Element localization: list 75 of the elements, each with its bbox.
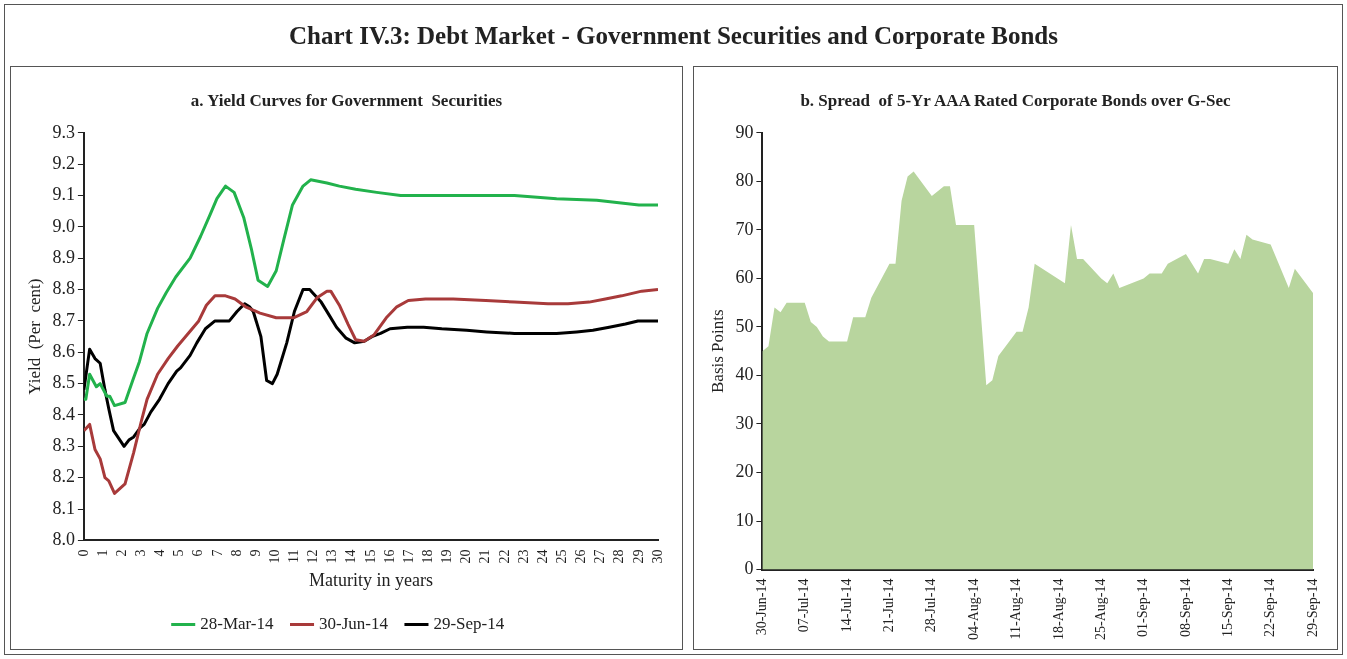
y-tick-label: 90 bbox=[735, 121, 754, 142]
x-tick-label: 10 bbox=[266, 549, 282, 564]
y-axis-title: Basis Points bbox=[707, 309, 727, 393]
y-tick-label: 8.3 bbox=[52, 435, 75, 456]
x-tick-label: 21-Jul-14 bbox=[881, 578, 897, 633]
y-tick-label: 9.2 bbox=[52, 152, 75, 173]
x-tick-label: 11 bbox=[286, 549, 302, 563]
x-tick-label: 6 bbox=[190, 549, 206, 557]
y-tick-label: 10 bbox=[735, 509, 754, 530]
x-tick-label: 04-Aug-14 bbox=[965, 578, 981, 640]
x-tick-label: 8 bbox=[228, 549, 244, 557]
y-tick-label: 9.1 bbox=[52, 184, 75, 205]
x-tick-label: 17 bbox=[400, 549, 416, 564]
x-tick-label: 18-Aug-14 bbox=[1050, 578, 1066, 640]
y-tick-label: 60 bbox=[735, 267, 754, 288]
x-tick-label: 20 bbox=[458, 549, 474, 564]
x-tick-label: 0 bbox=[75, 549, 91, 557]
x-tick-label: 14-Jul-14 bbox=[838, 578, 854, 633]
x-tick-label: 30-Jun-14 bbox=[754, 578, 770, 636]
y-tick-label: 8.9 bbox=[52, 246, 75, 267]
x-tick-label: 01-Sep-14 bbox=[1135, 578, 1151, 637]
x-tick-label: 23 bbox=[515, 549, 531, 564]
y-tick-label: 8.8 bbox=[52, 278, 75, 299]
legend-label: 28-Mar-14 bbox=[200, 613, 275, 633]
x-tick-label: 25-Aug-14 bbox=[1092, 578, 1108, 640]
y-tick-label: 8.6 bbox=[52, 341, 75, 362]
x-tick-label: 9 bbox=[247, 549, 263, 557]
x-tick-label: 1 bbox=[94, 549, 110, 557]
y-tick-label: 30 bbox=[735, 412, 754, 433]
y-tick-label: 70 bbox=[735, 218, 754, 239]
x-tick-label: 3 bbox=[132, 549, 148, 557]
y-axis-title: Yield (Per cent) bbox=[24, 278, 44, 395]
x-tick-label: 12 bbox=[305, 549, 321, 564]
chart-title: Chart IV.3: Debt Market - Government Securities and Corporate Bonds bbox=[288, 22, 1059, 50]
y-tick-label: 8.1 bbox=[52, 497, 75, 518]
x-tick-label: 7 bbox=[209, 549, 225, 557]
y-tick-label: 8.2 bbox=[52, 466, 75, 487]
x-tick-label: 18 bbox=[420, 549, 436, 564]
x-tick-label: 13 bbox=[324, 549, 340, 564]
y-tick-label: 40 bbox=[735, 364, 754, 385]
chart-subtitle: a. Yield Curves for Government Securities bbox=[189, 91, 504, 111]
x-tick-label: 29-Sep-14 bbox=[1304, 578, 1320, 637]
x-tick-label: 11-Aug-14 bbox=[1008, 578, 1024, 640]
x-tick-label: 24 bbox=[534, 549, 550, 564]
y-tick-label: 8.5 bbox=[52, 372, 75, 393]
x-tick-label: 30 bbox=[649, 549, 665, 564]
y-tick-label: 9.3 bbox=[52, 121, 75, 142]
x-tick-label: 25 bbox=[553, 549, 569, 564]
x-tick-label: 2 bbox=[113, 549, 129, 557]
x-tick-label: 16 bbox=[381, 549, 397, 564]
x-tick-label: 08-Sep-14 bbox=[1177, 578, 1193, 637]
x-tick-label: 29 bbox=[630, 549, 646, 564]
x-tick-label: 21 bbox=[477, 549, 493, 564]
x-tick-label: 28 bbox=[611, 549, 627, 564]
y-tick-label: 80 bbox=[735, 170, 754, 191]
x-tick-label: 26 bbox=[573, 549, 589, 564]
x-tick-label: 07-Jul-14 bbox=[796, 578, 812, 633]
x-tick-label: 4 bbox=[152, 549, 168, 557]
x-tick-label: 14 bbox=[343, 549, 359, 564]
y-tick-label: 8.0 bbox=[52, 529, 75, 550]
x-tick-label: 5 bbox=[171, 549, 187, 557]
chart-title: b. Spread of 5-Yr AAA Rated Corporate Bonds over G-Sec bbox=[799, 91, 1232, 111]
x-tick-label: 19 bbox=[439, 549, 455, 564]
y-tick-label: 50 bbox=[735, 315, 754, 336]
y-tick-label: 8.7 bbox=[52, 309, 75, 330]
x-axis-title: Maturity in years bbox=[308, 569, 433, 590]
x-tick-label: 27 bbox=[592, 549, 608, 564]
y-tick-label: 20 bbox=[735, 461, 754, 482]
x-tick-label: 28-Jul-14 bbox=[923, 578, 939, 633]
x-tick-label: 22-Sep-14 bbox=[1262, 578, 1278, 637]
y-tick-label: 9.0 bbox=[52, 215, 75, 236]
y-tick-label: 8.4 bbox=[52, 403, 75, 424]
x-tick-label: 15-Sep-14 bbox=[1219, 578, 1235, 637]
x-tick-label: 22 bbox=[496, 549, 512, 564]
x-tick-label: 15 bbox=[362, 549, 378, 564]
